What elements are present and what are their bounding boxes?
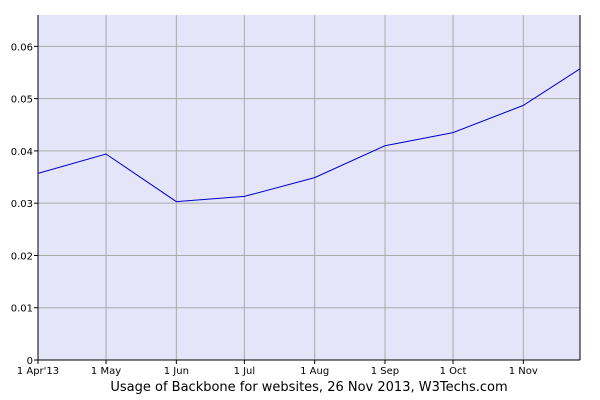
y-tick-label: 0.03 — [11, 199, 33, 210]
y-tick-label: 0.05 — [11, 95, 33, 106]
x-tick-label: 1 Jun — [164, 366, 189, 377]
x-tick-label: 1 Oct — [440, 366, 467, 377]
axis-layer — [34, 15, 581, 364]
x-tick-label: 1 Sep — [371, 366, 399, 377]
chart-title: Usage of Backbone for websites, 26 Nov 2… — [110, 380, 507, 395]
x-tick-label: 1 Apr'13 — [17, 366, 59, 377]
x-tick-label: 1 Aug — [300, 366, 329, 377]
grid-layer — [38, 15, 580, 360]
series-line — [37, 68, 581, 203]
x-tick-label: 1 Jul — [234, 366, 256, 377]
x-tick-label: 1 May — [91, 366, 121, 377]
y-tick-label: 0.01 — [11, 304, 33, 315]
series-layer — [37, 68, 581, 203]
y-tick-label: 0.02 — [11, 251, 33, 262]
y-tick-label: 0 — [27, 356, 33, 367]
y-tick-label: 0.04 — [11, 147, 33, 158]
label-layer: 0 0.01 0.02 0.03 0.04 0.05 0.06 1 Apr'13 1 May 1 … — [11, 42, 538, 377]
y-tick-label: 0.06 — [11, 42, 33, 53]
plot-area — [38, 15, 580, 360]
x-tick-label: 1 Nov — [509, 366, 538, 377]
